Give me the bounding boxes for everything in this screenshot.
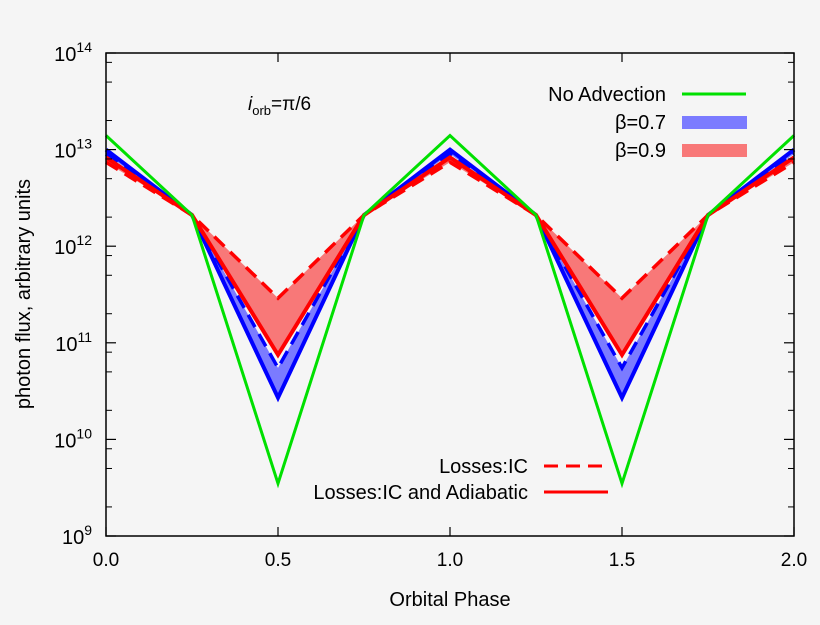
band-beta-0-9 — [106, 157, 794, 355]
x-axis-label: Orbital Phase — [389, 589, 510, 611]
axes: 0.0 0.5 1.0 1.5 2.0 109 1010 1011 1012 1013 1014 — [54, 39, 807, 571]
x-tick-label: 0.5 — [265, 550, 291, 571]
legend-label: Losses:IC — [439, 456, 528, 478]
y-tick-label: 1011 — [55, 329, 92, 356]
legend-label: Losses:IC and Adiabatic — [313, 482, 528, 504]
line-no-advection — [104, 133, 796, 489]
y-tick-label: 1013 — [54, 136, 92, 163]
annotation: iorb=π/6 — [248, 94, 311, 118]
x-tick-label: 2.0 — [781, 550, 807, 571]
x-tick-label: 0.0 — [93, 550, 119, 571]
y-tick-label: 1012 — [54, 232, 92, 259]
line-beta-0-7-ic — [104, 151, 796, 372]
chart-marks — [104, 133, 796, 489]
legend-label: β=0.7 — [615, 112, 666, 134]
y-axis-label: photon flux, arbitrary units — [13, 179, 35, 409]
legend-label: No Advection — [548, 84, 666, 106]
x-tick-label: 1.5 — [609, 550, 635, 571]
y-tick-label: 109 — [62, 522, 92, 549]
line-beta-0-9-ic-adiabatic — [104, 155, 796, 359]
legend-swatch — [682, 144, 747, 157]
legend-swatch — [682, 116, 747, 129]
x-tick-label: 1.0 — [437, 550, 463, 571]
line-beta-0-9-ic — [105, 160, 795, 301]
legend: No Advection β=0.7 β=0.9 Losses:IC Losses:IC… — [313, 84, 747, 504]
y-tick-label: 1014 — [54, 39, 92, 66]
legend-label: β=0.9 — [615, 140, 666, 162]
line-beta-0-7-ic-adiabatic — [104, 147, 796, 403]
band-beta-0-7 — [106, 149, 794, 398]
y-tick-label: 1010 — [54, 425, 92, 452]
